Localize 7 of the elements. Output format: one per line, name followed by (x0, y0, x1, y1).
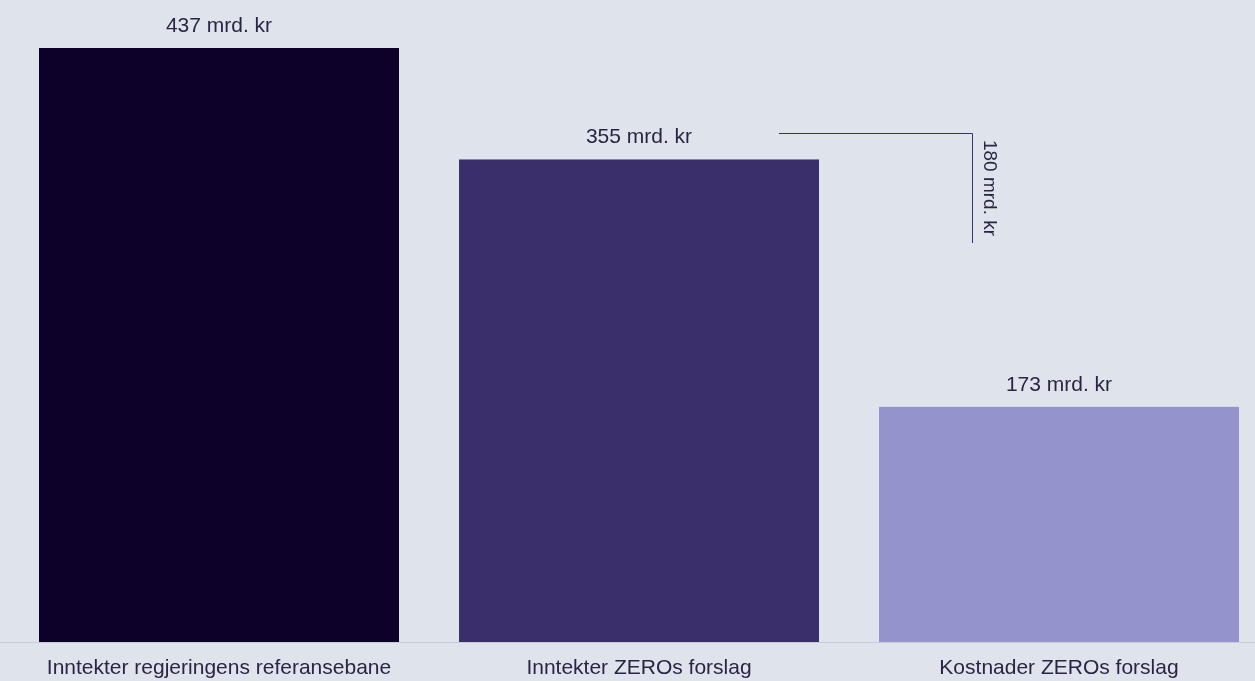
x-tick-label: Kostnader ZEROs forslag (939, 655, 1179, 678)
annotation: 180 mrd. kr (980, 139, 1001, 237)
x-tick-label: Inntekter ZEROs forslag (526, 655, 752, 678)
data-label: 437 mrd. kr (165, 13, 273, 36)
x-tick-label: Inntekter regjeringens referansebane (46, 655, 392, 678)
data-label: 173 mrd. kr (1005, 371, 1113, 395)
data-label: 355 mrd. kr (585, 124, 693, 148)
